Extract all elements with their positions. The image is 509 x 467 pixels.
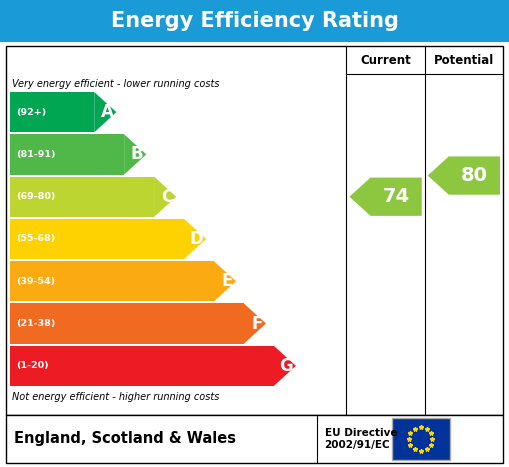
Polygon shape [94,92,117,132]
Bar [6,46,503,415]
Polygon shape [124,134,146,175]
Polygon shape [274,346,296,386]
Polygon shape [184,219,206,259]
Bar [10,304,244,344]
Text: 74: 74 [383,187,410,206]
Text: (69-80): (69-80) [16,192,55,201]
Polygon shape [214,261,236,301]
Text: Very energy efficient - lower running costs: Very energy efficient - lower running co… [12,79,219,89]
Text: England, Scotland & Wales: England, Scotland & Wales [14,432,236,446]
Text: C: C [161,188,173,206]
Bar [10,346,274,386]
Text: (92+): (92+) [16,107,46,117]
Text: Energy Efficiency Rating: Energy Efficiency Rating [110,11,399,31]
Text: D: D [189,230,203,248]
Text: G: G [279,357,293,375]
Text: (39-54): (39-54) [16,277,55,286]
Text: B: B [131,145,144,163]
Bar [0,0,509,42]
Text: (81-91): (81-91) [16,150,55,159]
Text: Potential: Potential [434,54,494,66]
Polygon shape [244,304,266,344]
Polygon shape [350,177,422,216]
Text: E: E [222,272,233,290]
Text: A: A [100,103,114,121]
Text: Current: Current [360,54,411,66]
Text: (1-20): (1-20) [16,361,49,370]
Text: EU Directive
2002/91/EC: EU Directive 2002/91/EC [325,428,397,450]
Bar [10,92,94,132]
Text: Not energy efficient - higher running costs: Not energy efficient - higher running co… [12,392,219,402]
Text: F: F [251,315,263,333]
Text: 80: 80 [461,166,488,185]
Bar [6,415,503,463]
Text: (55-68): (55-68) [16,234,55,243]
Bar [10,134,124,175]
Text: (21-38): (21-38) [16,319,55,328]
Bar [391,418,449,460]
Bar [10,261,214,301]
Polygon shape [154,177,176,217]
Bar [10,177,154,217]
Polygon shape [428,156,500,195]
Bar [10,219,184,259]
